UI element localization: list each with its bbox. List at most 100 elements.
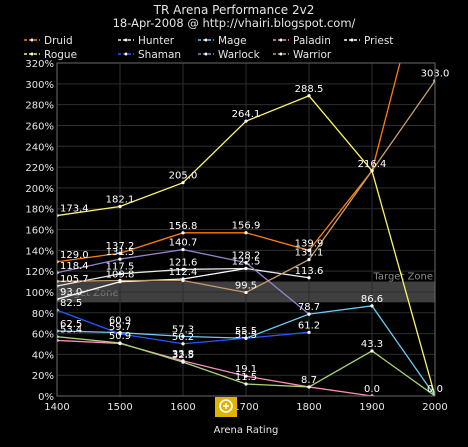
- legend-marker: [279, 38, 283, 42]
- data-label: 288.5: [295, 84, 324, 95]
- data-label: 33.8: [172, 349, 194, 360]
- data-point-paladin: [244, 374, 248, 378]
- data-label: 93.0: [60, 287, 82, 298]
- y-tick-label: 180%: [25, 205, 54, 216]
- x-tick-label: 1800: [296, 402, 321, 413]
- legend-label-hunter: Hunter: [138, 35, 175, 47]
- data-label: 131.1: [295, 248, 324, 259]
- legend-label-warlock: Warlock: [218, 49, 261, 61]
- data-point-warlock: [181, 247, 185, 252]
- data-point-warrior: [244, 290, 248, 295]
- data-point-hunter: [181, 267, 185, 272]
- x-axis-label: Arena Rating: [214, 425, 279, 436]
- y-tick-label: 260%: [25, 121, 54, 132]
- data-label: 60.9: [109, 315, 131, 326]
- data-label: 205.0: [169, 171, 198, 182]
- data-label: 78.7: [298, 302, 320, 313]
- data-label: 216.4: [358, 159, 387, 170]
- zoom-icon[interactable]: [215, 397, 237, 417]
- data-label: 173.4: [60, 204, 89, 215]
- data-label: 99.5: [235, 280, 257, 291]
- x-tick-label: 1900: [359, 402, 384, 413]
- y-tick-label: 100%: [25, 288, 54, 299]
- data-point-rogue: [244, 119, 248, 123]
- y-tick-label: 160%: [25, 226, 54, 237]
- y-tick-label: 40%: [32, 350, 54, 361]
- data-label: 137.2: [106, 241, 135, 252]
- data-point-warrior: [370, 169, 374, 173]
- data-label: 62.5: [60, 319, 82, 330]
- legend: Druid Hunter Mage Paladin Priest Rogue Shaman W…: [24, 35, 393, 61]
- data-label: 112.4: [169, 267, 198, 278]
- data-point-unlabeled-0: [244, 382, 248, 386]
- data-point-warlock: [307, 312, 311, 316]
- legend-label-shaman: Shaman: [138, 49, 181, 61]
- legend-marker: [204, 52, 208, 56]
- data-point-druid: [244, 231, 248, 235]
- data-point-unlabeled-0: [181, 360, 185, 364]
- data-label: 117.5: [106, 262, 135, 273]
- legend-marker: [124, 52, 128, 56]
- y-tick-label: 320%: [25, 59, 54, 70]
- data-label: 131.5: [106, 247, 135, 258]
- data-label: 50.9: [109, 331, 131, 342]
- x-tick-label: 1700: [233, 402, 258, 413]
- y-tick-label: 240%: [25, 142, 54, 153]
- data-label: 113.6: [295, 266, 324, 277]
- data-labels: 173.4182.1205.0264.1288.5216.4303.0129.0…: [60, 69, 449, 395]
- y-tick-label: 120%: [25, 267, 54, 278]
- grid-lines: [56, 62, 436, 397]
- data-label: 156.9: [232, 221, 261, 232]
- data-point-unlabeled-0: [370, 349, 374, 353]
- data-label: 129.0: [60, 250, 89, 261]
- legend-marker: [30, 38, 34, 42]
- legend-marker: [30, 52, 34, 56]
- x-tick-label: 2000: [422, 402, 447, 413]
- legend-label-rogue: Rogue: [44, 49, 77, 61]
- data-label: 61.2: [298, 320, 320, 331]
- data-label: 139.9: [295, 238, 324, 249]
- data-point-rogue: [307, 94, 311, 98]
- y-tick-label: 140%: [25, 246, 54, 257]
- series-line-paladin: [57, 339, 373, 396]
- data-point-druid: [118, 251, 122, 255]
- data-point-rogue: [118, 204, 122, 209]
- data-label: 59.7: [109, 322, 131, 333]
- y-tick-label: 20%: [32, 371, 54, 382]
- data-point-unlabeled-0: [307, 385, 311, 389]
- data-point-mage: [181, 334, 185, 338]
- data-point-shaman: [307, 330, 311, 334]
- legend-label-mage: Mage: [218, 35, 247, 47]
- legend-marker: [279, 52, 283, 56]
- data-label: 55.5: [235, 326, 257, 337]
- data-label: 182.1: [106, 195, 135, 206]
- data-point-hunter: [307, 276, 311, 280]
- x-tick-label: 1500: [107, 402, 132, 413]
- data-label: 50.2: [172, 332, 194, 343]
- data-label: 55.5: [235, 330, 257, 341]
- data-point-shaman: [244, 336, 248, 340]
- y-tick-label: 80%: [32, 309, 54, 320]
- data-label: 140.7: [169, 238, 198, 249]
- data-point-mage: [370, 304, 374, 308]
- data-label: 8.7: [301, 375, 317, 386]
- data-point-druid: [307, 248, 311, 253]
- legend-label-priest: Priest: [364, 35, 393, 47]
- axes: 0% 20% 40% 60% 80% 100% 120% 140% 160% 180% 200% 22…: [25, 59, 447, 413]
- legend-marker: [204, 38, 208, 42]
- data-point-druid: [181, 231, 185, 235]
- data-label: 19.1: [235, 364, 257, 375]
- legend-marker: [124, 38, 128, 42]
- series-lines: [57, 63, 435, 396]
- data-point-rogue: [181, 181, 185, 185]
- y-tick-label: 0%: [38, 392, 54, 403]
- data-point-priest: [244, 266, 248, 271]
- data-label: 122.5: [232, 257, 261, 268]
- data-label: 105.7: [60, 274, 89, 285]
- plot-frame: [56, 62, 436, 397]
- data-label: 43.3: [361, 339, 383, 350]
- data-label: 86.6: [361, 294, 383, 305]
- data-point-warrior: [307, 257, 311, 262]
